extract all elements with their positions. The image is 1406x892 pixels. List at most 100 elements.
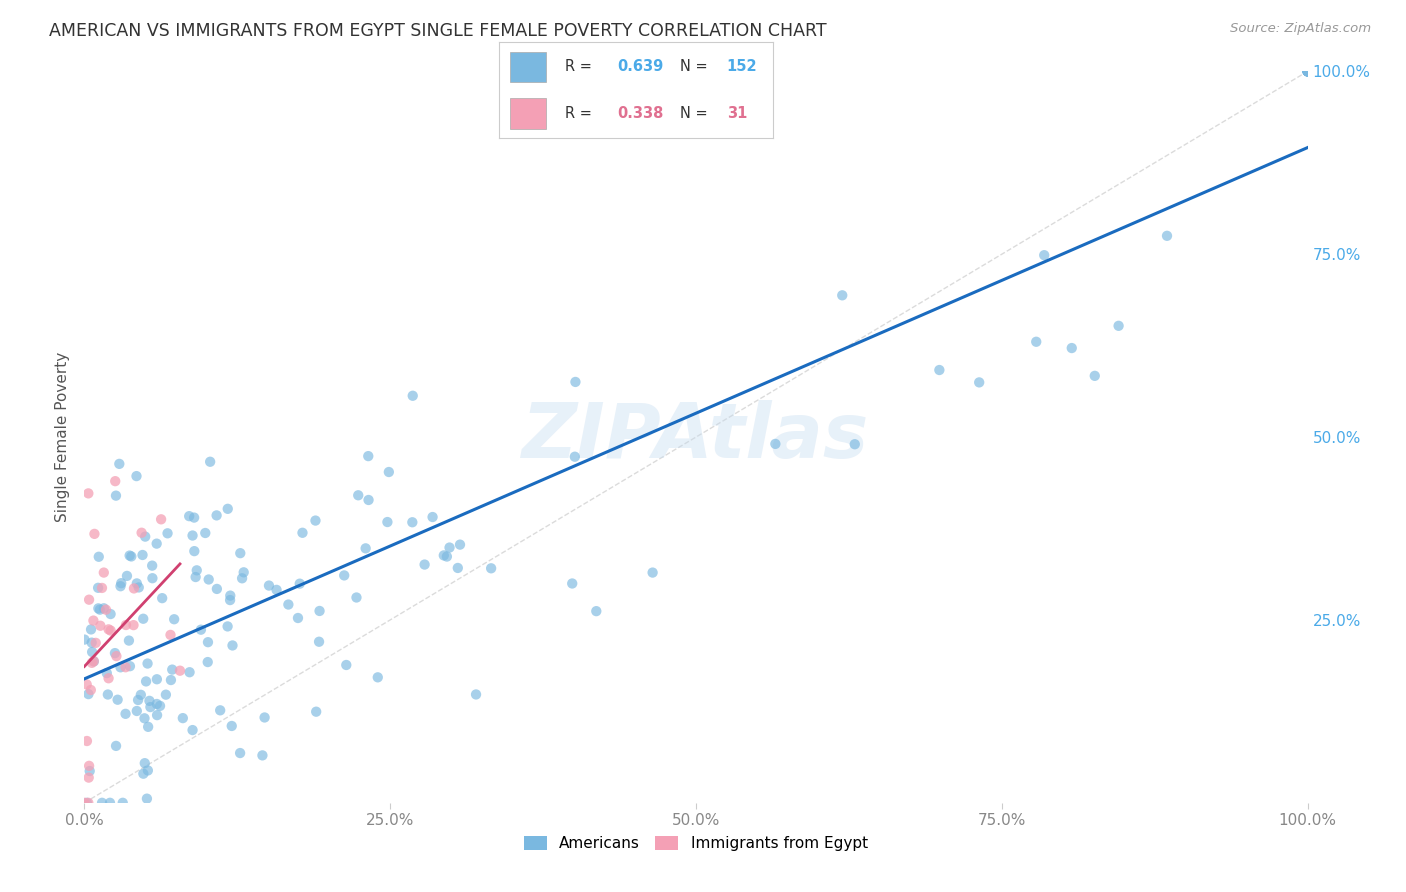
Point xyxy=(564,375,586,389)
Point xyxy=(104,474,127,488)
Point xyxy=(150,591,173,606)
Point xyxy=(87,581,110,595)
Point xyxy=(89,602,111,616)
Point xyxy=(128,581,150,595)
Point xyxy=(129,688,152,702)
Point xyxy=(585,604,607,618)
Point xyxy=(333,568,356,582)
Point xyxy=(1108,318,1130,333)
Point xyxy=(139,700,162,714)
Point xyxy=(1025,334,1047,349)
Point xyxy=(229,746,252,760)
Point xyxy=(114,706,136,721)
Point xyxy=(197,635,219,649)
Point xyxy=(100,624,122,638)
Point xyxy=(132,766,155,780)
Point xyxy=(82,614,104,628)
Point xyxy=(105,739,128,753)
Point xyxy=(197,655,219,669)
Point xyxy=(357,493,380,508)
Point xyxy=(110,576,132,591)
Point xyxy=(179,665,201,680)
Point xyxy=(77,759,100,773)
Text: 31: 31 xyxy=(727,106,747,120)
Point xyxy=(1296,64,1319,78)
Point xyxy=(156,526,179,541)
Point xyxy=(122,582,145,596)
Point xyxy=(1296,64,1319,78)
Point xyxy=(141,558,163,573)
Text: 152: 152 xyxy=(727,60,758,74)
Point xyxy=(1296,64,1319,78)
Point xyxy=(138,694,160,708)
Legend: Americans, Immigrants from Egypt: Americans, Immigrants from Egypt xyxy=(517,830,875,857)
Point xyxy=(150,512,173,526)
Point xyxy=(219,589,242,603)
Point xyxy=(104,489,127,503)
Point xyxy=(190,623,212,637)
Point xyxy=(115,569,138,583)
Point xyxy=(1296,64,1319,78)
Point xyxy=(89,619,111,633)
Point xyxy=(120,549,142,564)
Point xyxy=(378,465,401,479)
Point xyxy=(1296,64,1319,78)
Point xyxy=(77,796,100,810)
Point xyxy=(77,687,100,701)
Point xyxy=(84,636,107,650)
Point xyxy=(198,455,221,469)
Point xyxy=(439,541,461,555)
Point xyxy=(194,526,217,541)
Point xyxy=(347,488,370,502)
Point xyxy=(132,612,155,626)
Point xyxy=(105,649,128,664)
Point xyxy=(413,558,436,572)
Point xyxy=(266,582,288,597)
Point xyxy=(436,549,458,564)
Point xyxy=(135,791,157,805)
Point xyxy=(217,501,239,516)
Point xyxy=(80,635,103,649)
Point xyxy=(125,469,148,483)
Point xyxy=(357,449,380,463)
Text: N =: N = xyxy=(681,60,713,74)
Point xyxy=(93,566,115,580)
Point xyxy=(221,719,243,733)
Point xyxy=(76,677,98,691)
Point xyxy=(288,576,311,591)
Point xyxy=(181,528,204,542)
Point xyxy=(291,525,314,540)
Point xyxy=(844,437,866,451)
Point xyxy=(179,509,201,524)
Point xyxy=(335,658,357,673)
Point xyxy=(108,457,131,471)
Point xyxy=(209,703,232,717)
Point xyxy=(136,764,159,778)
Point xyxy=(402,389,425,403)
Point xyxy=(97,623,120,637)
Point xyxy=(107,692,129,706)
Point xyxy=(160,663,183,677)
Point xyxy=(118,549,141,563)
Point xyxy=(97,688,120,702)
Point xyxy=(221,639,243,653)
Point xyxy=(136,720,159,734)
Point xyxy=(197,573,219,587)
Y-axis label: Single Female Poverty: Single Female Poverty xyxy=(55,352,70,522)
Point xyxy=(465,688,488,702)
Point xyxy=(110,660,132,674)
Point xyxy=(111,796,134,810)
Point xyxy=(229,546,252,560)
Text: N =: N = xyxy=(681,106,713,120)
Point xyxy=(449,538,471,552)
Point xyxy=(83,654,105,668)
Point xyxy=(217,619,239,633)
Point xyxy=(1296,64,1319,78)
Point xyxy=(422,510,444,524)
Point xyxy=(110,579,132,593)
Point xyxy=(447,561,470,575)
Point xyxy=(287,611,309,625)
Point xyxy=(94,603,117,617)
Point xyxy=(77,486,100,500)
Point xyxy=(76,734,98,748)
